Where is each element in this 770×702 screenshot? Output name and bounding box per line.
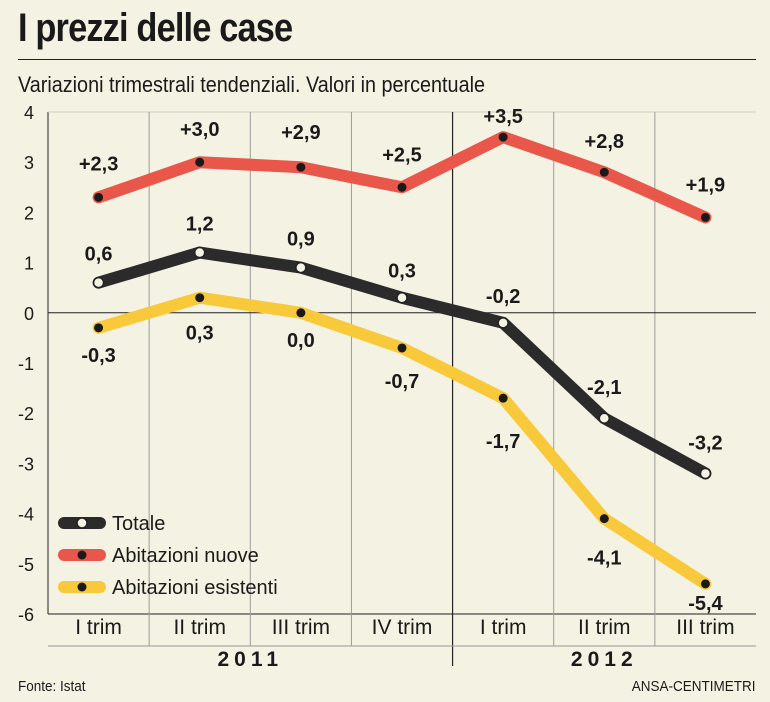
y-tick-label: -6: [18, 605, 34, 625]
data-point: [498, 132, 508, 142]
legend-label: Totale: [112, 513, 165, 535]
data-point: [296, 162, 306, 172]
y-tick-label: 1: [24, 254, 34, 274]
data-label: 1,2: [186, 214, 214, 236]
data-point: [195, 293, 205, 303]
data-label: -4,1: [587, 548, 621, 570]
data-label: -3,2: [688, 432, 722, 454]
year-group-label: 2011: [218, 648, 284, 671]
x-tick-label: III trim: [272, 616, 330, 639]
x-tick-label: II trim: [173, 616, 226, 639]
chart-title: I prezzi delle case: [18, 6, 293, 50]
y-tick-label: -2: [18, 404, 34, 424]
series-line: [92, 246, 712, 480]
data-label: +2,5: [382, 144, 421, 166]
year-group-label: 2012: [571, 648, 638, 671]
data-point: [599, 167, 609, 177]
title-divider: [18, 59, 756, 60]
y-tick-label: 0: [24, 304, 34, 324]
y-tick-label: -3: [18, 454, 34, 474]
data-point: [92, 276, 105, 289]
data-label: +2,3: [79, 153, 118, 175]
data-point: [295, 261, 307, 274]
data-label: 0,3: [388, 261, 416, 283]
y-tick-label: 4: [24, 103, 34, 123]
x-tick-label: I trim: [480, 616, 527, 639]
data-point: [700, 212, 710, 222]
data-label: +3,5: [483, 106, 522, 128]
data-point: [397, 343, 407, 353]
x-tick-label: III trim: [676, 616, 734, 639]
x-tick-label: II trim: [578, 616, 631, 639]
data-point: [193, 246, 206, 259]
data-point: [497, 317, 509, 329]
data-point: [397, 182, 407, 192]
data-label: -1,7: [486, 431, 520, 453]
data-label: 0,9: [287, 229, 315, 251]
y-tick-label: -4: [18, 505, 34, 525]
data-point: [699, 467, 712, 480]
data-label: -2,1: [587, 377, 621, 399]
data-point: [498, 393, 508, 403]
data-point: [598, 412, 611, 424]
data-label: -5,4: [688, 593, 723, 615]
legend-label: Abitazioni nuove: [112, 545, 259, 567]
data-point: [396, 291, 408, 304]
data-label: -0,7: [385, 371, 419, 393]
data-label: 0,3: [186, 323, 214, 345]
legend-marker: [76, 517, 88, 529]
x-tick-label: IV trim: [372, 616, 433, 639]
y-tick-label: 2: [24, 203, 34, 223]
credit-note: ANSA-CENTIMETRI: [632, 678, 756, 695]
source-note: Fonte: Istat: [18, 678, 86, 695]
data-point: [296, 308, 306, 318]
data-point: [94, 323, 104, 333]
data-label: 0,6: [85, 244, 113, 266]
data-label: -0,3: [81, 345, 115, 367]
data-point: [700, 579, 710, 589]
chart-subtitle: Variazioni trimestrali tendenziali. Valo…: [18, 72, 486, 97]
data-point: [195, 157, 205, 167]
legend-label: Abitazioni esistenti: [112, 577, 278, 599]
x-tick-label: I trim: [75, 616, 122, 639]
y-tick-label: 3: [24, 153, 34, 173]
y-tick-label: -1: [18, 354, 34, 374]
data-label: 0,0: [287, 330, 315, 352]
data-label: +2,9: [281, 122, 320, 144]
data-point: [94, 192, 104, 202]
data-label: -0,2: [486, 286, 520, 308]
data-label: +2,8: [585, 131, 624, 153]
data-label: +1,9: [686, 174, 725, 196]
legend-marker: [77, 550, 87, 560]
data-label: +3,0: [180, 119, 219, 141]
legend-marker: [77, 582, 87, 592]
y-tick-label: -5: [18, 555, 34, 575]
data-point: [599, 514, 609, 524]
